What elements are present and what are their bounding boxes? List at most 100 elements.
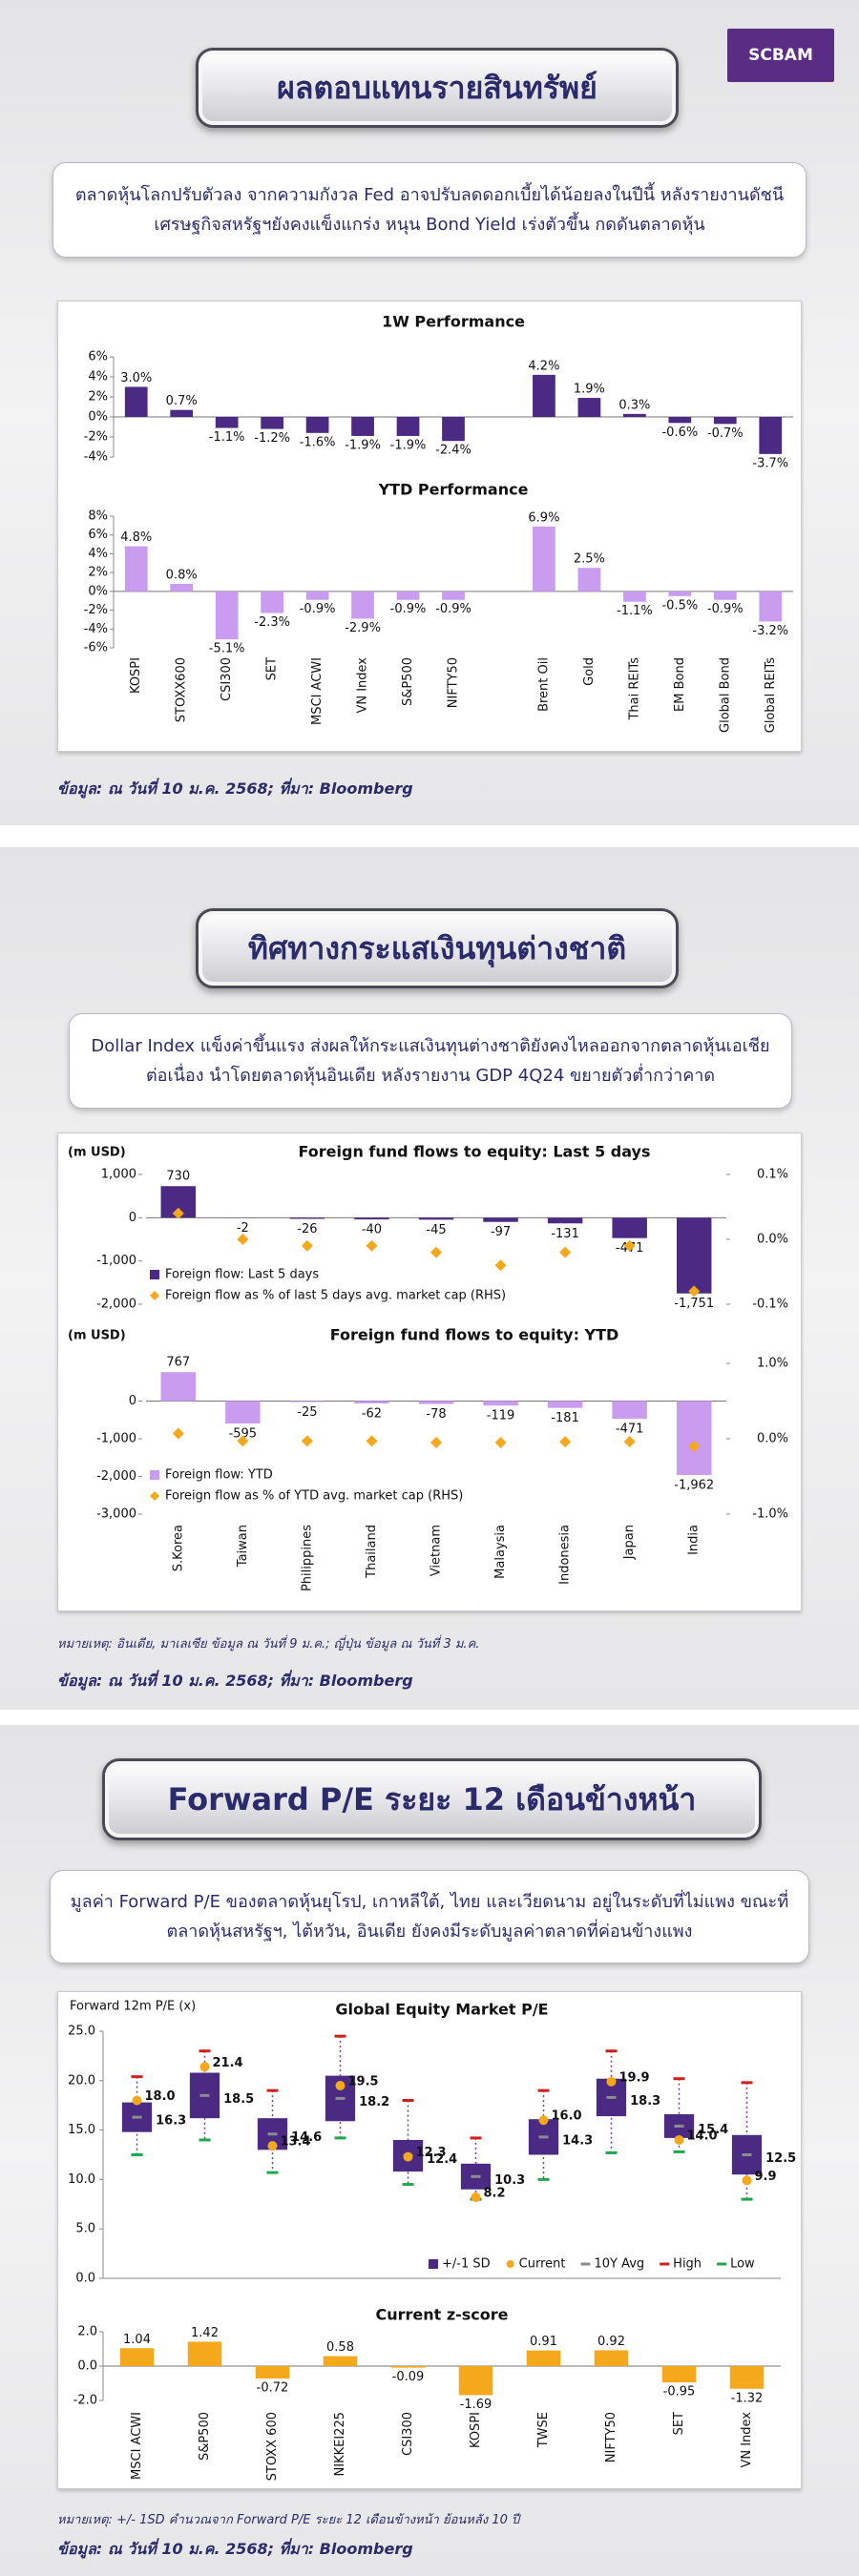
section-description: ตลาดหุ้นโลกปรับตัวลง จากความกังวล Fed อา…: [52, 162, 807, 258]
bar: [623, 413, 646, 417]
value-label: 0.91: [530, 2335, 557, 2349]
y-tick-label: 2%: [88, 390, 108, 405]
x-tick-label: India: [687, 1525, 702, 1555]
bar: [354, 1401, 389, 1403]
bar: [396, 591, 420, 600]
value-label: -3.2%: [752, 624, 788, 638]
current-label: 21.4: [213, 2056, 243, 2070]
logo: SCBAM: [727, 29, 834, 82]
section-title: Forward P/E ระยะ 12 เดือนข้างหน้า: [102, 1758, 762, 1840]
x-tick-label: STOXX 600: [265, 2412, 280, 2481]
y-tick-label: 0: [129, 1394, 136, 1408]
bar: [323, 2356, 358, 2366]
bar: [261, 417, 283, 429]
bar: [729, 2366, 765, 2389]
y-tick-label: -0.1%: [752, 1298, 788, 1312]
chart-panel: Foreign fund flows to equity: Last 5 day…: [57, 1132, 802, 1611]
bar: [351, 591, 374, 619]
value-label: -119: [487, 1409, 515, 1423]
value-label: -0.9%: [390, 602, 427, 616]
bar: [396, 417, 420, 436]
bar: [418, 1217, 454, 1220]
x-tick-label: Indonesia: [558, 1525, 573, 1585]
bar: [458, 2366, 493, 2396]
value-label: 6.9%: [528, 510, 559, 525]
x-tick-label: Thai REITs: [627, 657, 641, 721]
legend-swatch: [506, 2260, 514, 2268]
value-label: -0.5%: [661, 598, 698, 613]
y-tick-label: 20.0: [68, 2073, 95, 2088]
current-label: 8.2: [484, 2187, 506, 2201]
section-title: ทิศทางกระแสเงินทุนต่างชาติ: [196, 908, 679, 988]
x-tick-label: S.Korea: [171, 1525, 185, 1571]
x-tick-label: VN Index: [356, 657, 370, 714]
bar: [442, 417, 465, 442]
bar: [612, 1217, 647, 1238]
y-tick-label: 1,000: [101, 1168, 136, 1182]
bar: [215, 591, 239, 640]
current-marker: [199, 2062, 210, 2072]
x-tick-label: Gold: [582, 657, 597, 686]
scatter-point: [172, 1427, 184, 1440]
section-description: มูลค่า Forward P/E ของตลาดหุ้นยุโรป, เกา…: [50, 1870, 809, 1963]
x-tick-label: KOSPI: [469, 2412, 483, 2448]
legend-label: Foreign flow: YTD: [165, 1468, 273, 1483]
y-tick-label: 0.1%: [757, 1168, 788, 1182]
source: ข้อมูล: ณ วันที่ 10 ม.ค. 2568; ที่มา: Bl…: [57, 1672, 413, 1690]
y-axis-label: (m USD): [68, 1329, 126, 1343]
bar: [526, 2350, 561, 2366]
legend-swatch: [429, 2259, 438, 2269]
bar: [483, 1401, 518, 1406]
value-label: 767: [166, 1356, 190, 1370]
bar: [533, 526, 555, 592]
bar: [255, 2366, 290, 2379]
bar: [390, 2366, 426, 2368]
value-label: -595: [229, 1427, 258, 1442]
current-marker: [674, 2134, 684, 2145]
legend-label: 10Y Avg: [594, 2257, 644, 2272]
scatter-point: [494, 1436, 507, 1448]
value-label: 3.0%: [120, 371, 152, 385]
x-tick-label: NIKKEI225: [333, 2412, 347, 2476]
chart-title: YTD Performance: [378, 481, 529, 499]
bar: [170, 583, 194, 592]
x-tick-label: Philippines: [300, 1525, 314, 1591]
y-axis-label: (m USD): [68, 1146, 126, 1160]
value-label: -1.1%: [617, 604, 653, 618]
legend-label: Low: [730, 2257, 755, 2272]
bar: [623, 591, 646, 602]
x-tick-label: CSI300: [220, 657, 234, 701]
x-tick-label: VN Index: [740, 2412, 754, 2468]
value-label: -471: [616, 1423, 644, 1437]
scatter-point: [366, 1435, 378, 1447]
value-label: -78: [426, 1407, 446, 1422]
x-tick-label: Malaysia: [493, 1525, 508, 1579]
legend-label: Foreign flow: Last 5 days: [165, 1268, 319, 1282]
value-label: 0.58: [326, 2340, 354, 2355]
value-label: -0.72: [257, 2380, 289, 2395]
legend-swatch: [150, 1491, 159, 1501]
y-tick-label: -3,000: [96, 1507, 136, 1522]
scatter-point: [494, 1259, 507, 1272]
x-tick-label: Brent Oil: [536, 657, 551, 712]
note: หมายเหตุ: +/- 1SD คำนวณจาก Forward P/E ร…: [57, 2513, 520, 2527]
x-tick-label: NIFTY50: [604, 2412, 618, 2462]
bar: [612, 1401, 647, 1420]
scatter-point: [688, 1285, 701, 1298]
y-tick-label: -2,000: [96, 1469, 136, 1484]
chart-title: Foreign fund flows to equity: YTD: [330, 1326, 619, 1344]
avg-label: 15.4: [698, 2123, 728, 2137]
current-label: 14.0: [687, 2129, 718, 2143]
current-marker: [471, 2192, 481, 2203]
x-tick-label: NIFTY50: [447, 657, 461, 708]
y-tick-label: 4%: [88, 547, 108, 561]
bar: [354, 1217, 389, 1220]
bar: [305, 417, 329, 433]
x-tick-label: S&P500: [198, 2412, 212, 2461]
current-label: 19.5: [348, 2074, 379, 2088]
value-label: 0.92: [597, 2335, 625, 2349]
current-label: 9.9: [755, 2170, 777, 2184]
scatter-point: [301, 1239, 313, 1252]
value-label: -0.6%: [661, 426, 698, 440]
